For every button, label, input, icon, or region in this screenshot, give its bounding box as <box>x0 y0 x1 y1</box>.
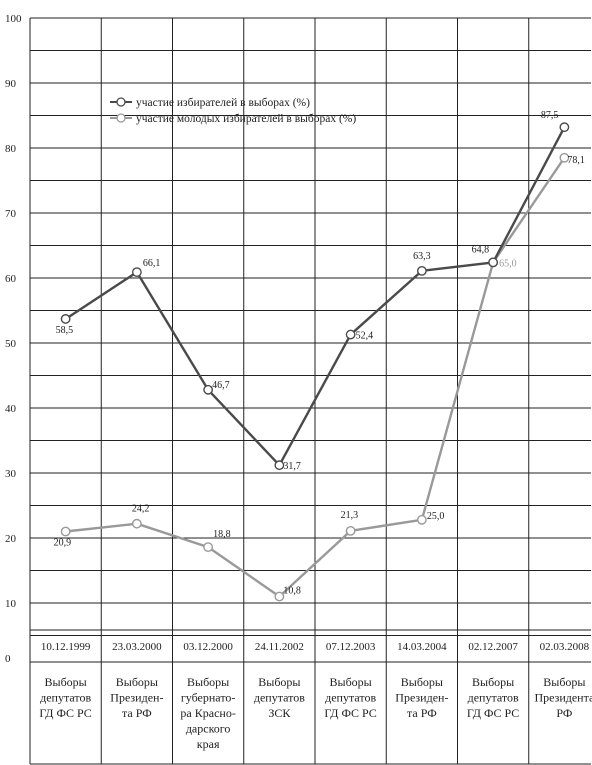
category-label: та РФ <box>407 706 437 720</box>
data-point <box>274 591 285 602</box>
date-label: 14.03.2004 <box>397 641 447 653</box>
legend: участие избирателей в выборах (%) участие… <box>110 97 356 125</box>
y-tick-label: 70 <box>5 208 17 220</box>
category-label: депутатов <box>325 691 376 705</box>
data-point <box>416 514 427 525</box>
legend-marker <box>116 97 126 107</box>
date-label: 03.12.2000 <box>183 641 233 653</box>
category-label: та РФ <box>122 706 152 720</box>
y-axis-ticks: 0 10 20 30 40 50 60 70 80 90 100 <box>5 13 22 665</box>
data-point <box>345 525 356 536</box>
date-label: 24.11.2002 <box>255 641 304 653</box>
data-point <box>345 329 356 340</box>
data-label: 24,2 <box>132 504 150 515</box>
data-label: 64,8 <box>472 244 490 255</box>
y-tick-label: 20 <box>5 533 17 545</box>
data-point <box>488 257 499 268</box>
date-label: 23.03.2000 <box>112 641 162 653</box>
category-label: Выборы <box>330 675 372 689</box>
legend-entry: участие молодых избирателей в выборах (%… <box>136 113 356 125</box>
data-point <box>274 460 285 471</box>
data-point <box>203 542 214 552</box>
data-point <box>131 267 142 278</box>
series-line <box>65 157 566 598</box>
date-label: 07.12.2003 <box>326 641 376 653</box>
data-point <box>559 122 570 133</box>
y-tick-label: 80 <box>5 143 17 155</box>
category-label: депутатов <box>254 691 305 705</box>
data-label: 58,5 <box>56 325 74 336</box>
category-label: депутатов <box>468 691 519 705</box>
date-label: 02.03.2008 <box>540 641 590 653</box>
data-point <box>131 518 142 529</box>
data-label: 78,1 <box>567 155 585 166</box>
category-label: ЗСК <box>268 706 291 720</box>
data-point <box>416 265 427 276</box>
data-label: 65,0 <box>499 258 517 269</box>
y-tick-label: 90 <box>5 78 17 90</box>
y-tick-label: 50 <box>5 338 17 350</box>
category-label: Выборы <box>472 675 514 689</box>
y-tick-label: 100 <box>5 13 22 25</box>
category-label: Выборы <box>258 675 300 689</box>
category-label: Выборы <box>543 675 585 689</box>
category-label: ГД ФС РС <box>39 706 91 720</box>
data-label: 52,4 <box>356 331 374 342</box>
category-label: ра Красно- <box>180 706 235 720</box>
date-label: 10.12.1999 <box>41 641 91 653</box>
y-tick-label: 40 <box>5 403 17 415</box>
category-label: депутатов <box>40 691 91 705</box>
y-tick-label: 0 <box>5 653 11 665</box>
category-label: Выборы <box>187 675 229 689</box>
category-label: Выборы <box>45 675 87 689</box>
category-label: Выборы <box>116 675 158 689</box>
data-label: 63,3 <box>413 251 431 262</box>
y-tick-label: 60 <box>5 273 17 285</box>
legend-marker <box>116 113 126 123</box>
category-label: ГД ФС РС <box>467 706 519 720</box>
category-label: ГД ФС РС <box>324 706 376 720</box>
data-label: 46,7 <box>212 380 230 391</box>
category-label: губернато- <box>181 691 236 705</box>
y-tick-label: 10 <box>5 598 17 610</box>
y-tick-label: 30 <box>5 468 17 480</box>
category-label: Президента <box>534 691 592 705</box>
data-label: 87,5 <box>541 110 559 121</box>
series-line <box>64 126 566 467</box>
data-point <box>559 152 570 163</box>
category-label: Выборы <box>401 675 443 689</box>
data-point <box>203 384 214 395</box>
category-label: дарского <box>186 722 231 736</box>
legend-entry: участие избирателей в выборах (%) <box>136 97 310 109</box>
category-label: РФ <box>556 706 572 720</box>
category-label: края <box>197 737 220 751</box>
data-label: 18,8 <box>213 529 231 540</box>
data-point <box>60 314 71 324</box>
data-label: 20,9 <box>54 538 72 549</box>
series-lines <box>60 122 570 602</box>
category-table: 10.12.1999 23.03.2000 03.12.2000 24.11.2002… <box>39 641 592 751</box>
data-label: 66,1 <box>143 258 161 269</box>
data-label: 21,3 <box>341 510 359 521</box>
data-label: 25,0 <box>427 511 445 522</box>
data-point <box>60 526 71 537</box>
data-label: 31,7 <box>283 461 301 472</box>
date-label: 02.12.2007 <box>468 641 518 653</box>
category-label: Президен- <box>395 691 448 705</box>
data-labels: 58,5 66,1 46,7 31,7 52,4 63,3 64,8 87,5 20,9 24,2… <box>54 110 585 596</box>
category-label: Президен- <box>110 691 163 705</box>
data-label: 10,8 <box>283 586 301 597</box>
